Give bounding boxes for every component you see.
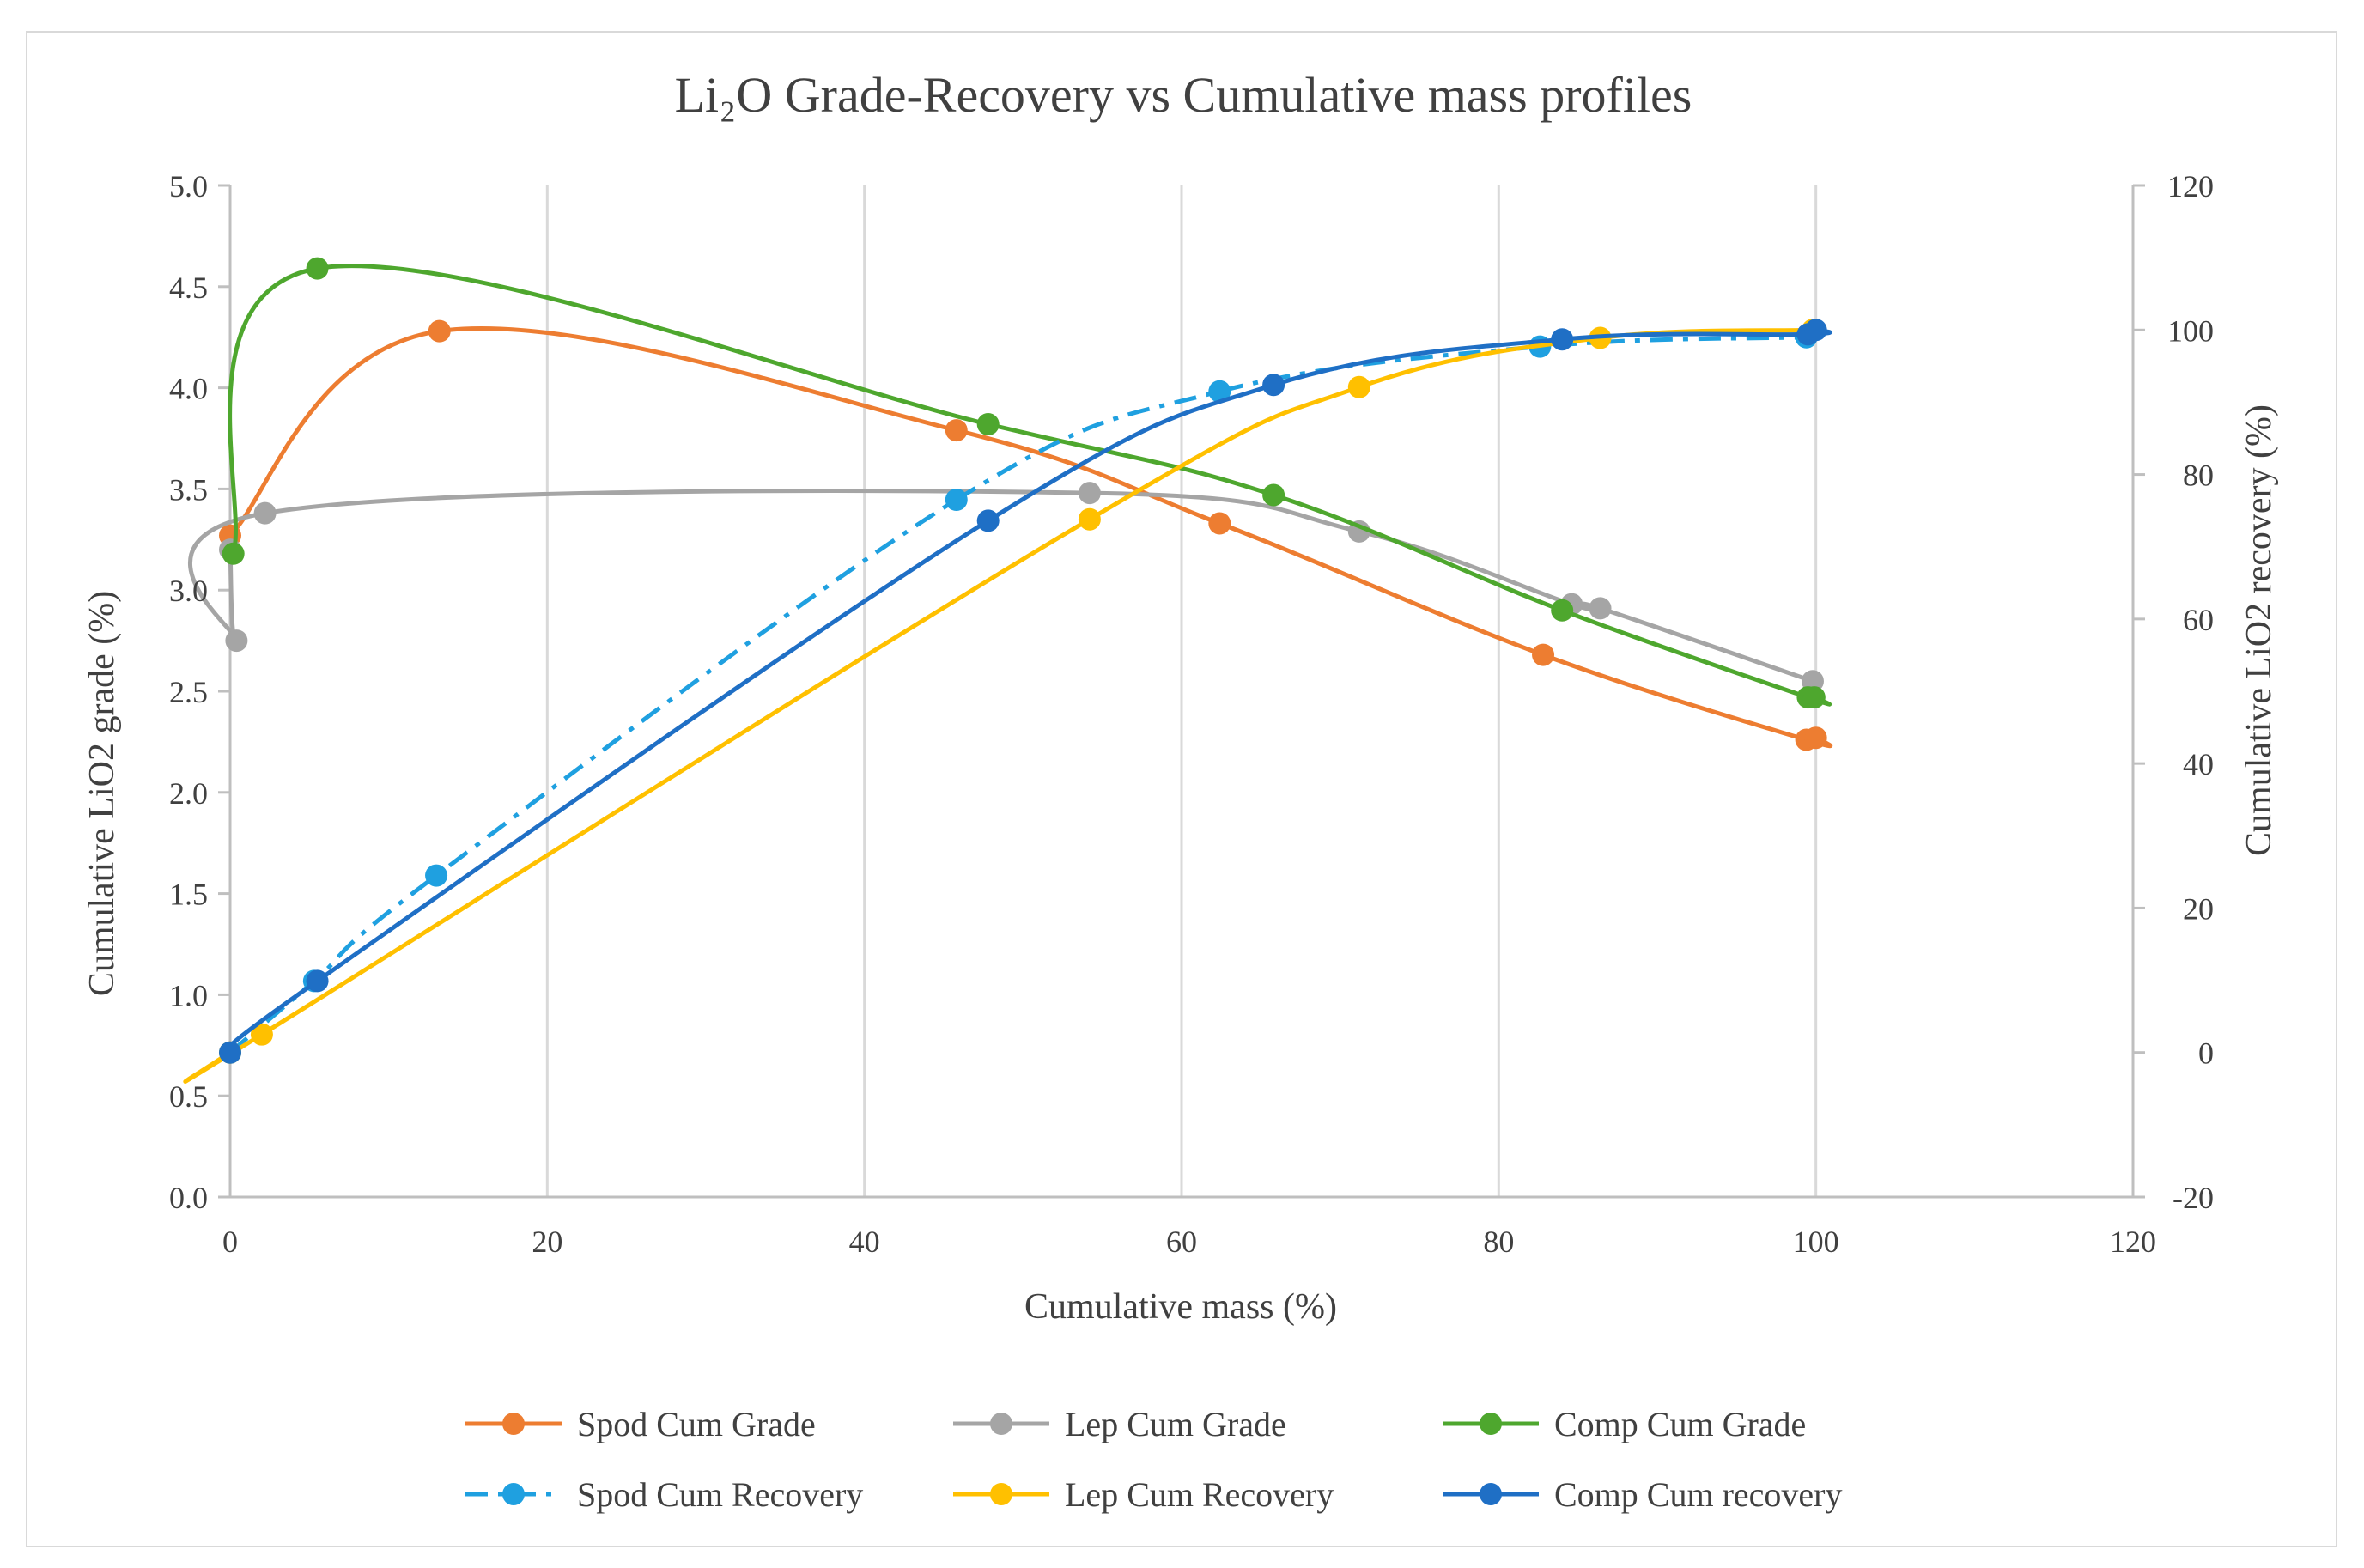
data-point-lep-cum-grade bbox=[1078, 482, 1101, 505]
legend-label-lep-cum-grade: Lep Cum Grade bbox=[1065, 1405, 1286, 1443]
x-tick-label: 120 bbox=[2110, 1225, 2156, 1259]
data-point-spod-cum-grade bbox=[945, 419, 968, 442]
data-point-comp-cum-recovery bbox=[219, 1041, 241, 1064]
y2-tick-label: 40 bbox=[2183, 747, 2214, 781]
legend-label-comp-cum-recovery: Comp Cum recovery bbox=[1554, 1475, 1843, 1514]
y-tick-label: 0.0 bbox=[169, 1181, 208, 1215]
y-tick-label: 1.0 bbox=[169, 978, 208, 1012]
chart-title: Li₂O Grade-Recovery vs Cumulative mass p… bbox=[675, 67, 1692, 123]
x-tick-label: 60 bbox=[1166, 1225, 1197, 1259]
data-point-lep-cum-grade bbox=[253, 501, 277, 525]
y-tick-label: 5.0 bbox=[169, 169, 208, 204]
legend-label-spod-cum-recovery: Spod Cum Recovery bbox=[577, 1475, 863, 1514]
y2-tick-label: -20 bbox=[2173, 1181, 2214, 1215]
data-point-comp-cum-recovery bbox=[1262, 374, 1285, 397]
x-axis-label: Cumulative mass (%) bbox=[1024, 1287, 1337, 1327]
data-point-lep-cum-recovery bbox=[1347, 375, 1370, 398]
data-point-spod-cum-grade bbox=[1532, 643, 1555, 666]
data-point-lep-cum-grade bbox=[225, 629, 248, 653]
data-point-spod-cum-recovery bbox=[425, 864, 448, 887]
data-point-comp-cum-grade bbox=[976, 413, 1000, 436]
x-tick-label: 100 bbox=[1793, 1225, 1839, 1259]
series-line-lep-cum-grade bbox=[188, 489, 1814, 684]
y2-axis-label: Cumulative LiO2 recovery (%) bbox=[2239, 404, 2279, 856]
y2-tick-label: 80 bbox=[2183, 459, 2214, 493]
y-axis-label: Cumulative LiO2 grade (%) bbox=[82, 591, 122, 996]
data-point-lep-cum-recovery bbox=[1078, 507, 1101, 531]
legend: Spod Cum Grade Lep Cum Grade Comp Cum Grad… bbox=[465, 1405, 1843, 1514]
legend-label-lep-cum-recovery: Lep Cum Recovery bbox=[1065, 1475, 1334, 1514]
data-point-comp-cum-recovery bbox=[306, 969, 329, 993]
legend-label-spod-cum-grade: Spod Cum Grade bbox=[577, 1405, 816, 1443]
data-point-comp-cum-recovery bbox=[1551, 328, 1574, 351]
chart: Li₂O Grade-Recovery vs Cumulative mass p… bbox=[82, 67, 2279, 1514]
x-tick-label: 20 bbox=[532, 1225, 562, 1259]
data-point-spod-cum-grade bbox=[1804, 726, 1827, 750]
axes bbox=[218, 184, 2145, 1199]
series-line-spod-cum-grade bbox=[228, 326, 1833, 749]
data-point-lep-cum-grade bbox=[1589, 597, 1612, 620]
legend-marker-spod-cum-grade bbox=[502, 1413, 525, 1435]
y2-tick-label: 120 bbox=[2167, 169, 2214, 204]
x-tick-label: 40 bbox=[849, 1225, 880, 1259]
gridlines bbox=[545, 185, 2135, 1197]
y-tick-label: 2.0 bbox=[169, 776, 208, 811]
legend-marker-comp-cum-grade bbox=[1480, 1413, 1502, 1435]
tick-labels: 0 20 40 60 80 100 120 0.0 0.5 1.0 1.5 2.0 2.5 3.0 3.5 4… bbox=[169, 169, 2214, 1259]
data-point-comp-cum-recovery bbox=[976, 509, 1000, 532]
legend-marker-spod-cum-recovery bbox=[502, 1483, 525, 1505]
data-point-spod-cum-recovery bbox=[945, 489, 968, 512]
series-line-comp-cum-recovery bbox=[226, 327, 1832, 1054]
y-tick-label: 3.5 bbox=[169, 472, 208, 507]
x-tick-label: 0 bbox=[222, 1225, 238, 1259]
y-tick-label: 2.5 bbox=[169, 675, 208, 709]
y-tick-label: 3.0 bbox=[169, 574, 208, 608]
legend-marker-comp-cum-recovery bbox=[1480, 1483, 1502, 1505]
data-point-comp-cum-grade bbox=[222, 542, 245, 565]
y2-tick-label: 20 bbox=[2183, 891, 2214, 926]
data-point-comp-cum-grade bbox=[1262, 483, 1285, 507]
y-tick-label: 4.0 bbox=[169, 372, 208, 406]
series-line-comp-cum-grade bbox=[228, 264, 1832, 707]
legend-label-comp-cum-grade: Comp Cum Grade bbox=[1554, 1405, 1806, 1443]
series-layer bbox=[183, 257, 1833, 1084]
y2-tick-label: 0 bbox=[2198, 1036, 2214, 1071]
y2-tick-label: 100 bbox=[2167, 313, 2214, 348]
data-point-spod-cum-grade bbox=[1208, 512, 1231, 535]
data-point-comp-cum-recovery bbox=[1804, 319, 1827, 342]
x-tick-label: 80 bbox=[1483, 1225, 1514, 1259]
y-tick-label: 4.5 bbox=[169, 270, 208, 305]
data-point-comp-cum-grade bbox=[1551, 599, 1574, 622]
legend-marker-lep-cum-recovery bbox=[990, 1483, 1012, 1505]
y-tick-label: 0.5 bbox=[169, 1079, 208, 1114]
y2-tick-label: 60 bbox=[2183, 603, 2214, 637]
data-point-comp-cum-grade bbox=[306, 257, 329, 280]
data-point-comp-cum-grade bbox=[1802, 686, 1826, 709]
y-tick-label: 1.5 bbox=[169, 878, 208, 912]
legend-marker-lep-cum-grade bbox=[990, 1413, 1012, 1435]
data-point-lep-cum-recovery bbox=[250, 1023, 273, 1046]
chart-frame: Li₂O Grade-Recovery vs Cumulative mass p… bbox=[26, 31, 2337, 1547]
data-point-spod-cum-recovery bbox=[1208, 380, 1231, 403]
data-point-spod-cum-grade bbox=[428, 319, 451, 343]
